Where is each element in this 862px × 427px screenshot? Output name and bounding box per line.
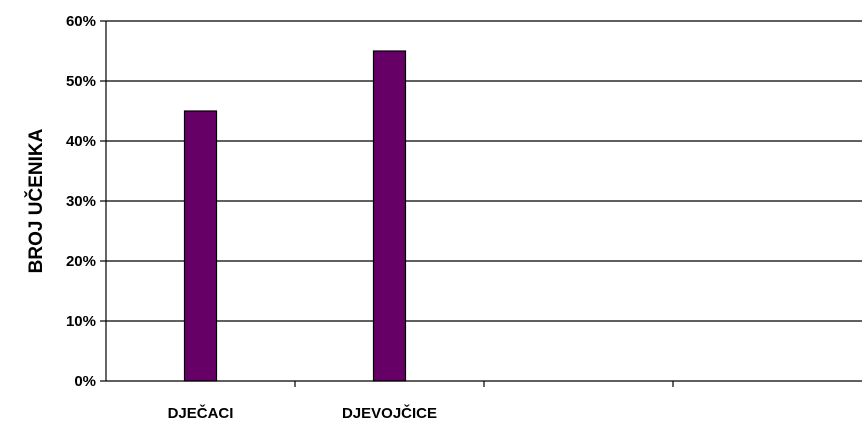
y-tick-labels: 0% 10% 20% 30% 40% 50% 60% (66, 13, 106, 390)
y-tick-label: 0% (74, 373, 96, 390)
bars (183, 50, 407, 382)
y-tick-label: 50% (66, 73, 96, 90)
y-axis-title: BROJ UČENIKA (25, 128, 47, 273)
gridlines (106, 20, 862, 322)
x-tick-marks (294, 381, 674, 387)
bar (183, 110, 218, 382)
bar (372, 50, 407, 382)
y-tick-label: 30% (66, 193, 96, 210)
y-tick-label: 40% (66, 133, 96, 150)
y-tick-label: 60% (66, 13, 96, 30)
y-tick-label: 10% (66, 313, 96, 330)
category-label: DJEVOJČICE (342, 404, 437, 422)
category-label: DJEČACI (168, 404, 234, 422)
y-tick-label: 20% (66, 253, 96, 270)
category-labels: DJEČACI DJEVOJČICE (168, 404, 437, 422)
